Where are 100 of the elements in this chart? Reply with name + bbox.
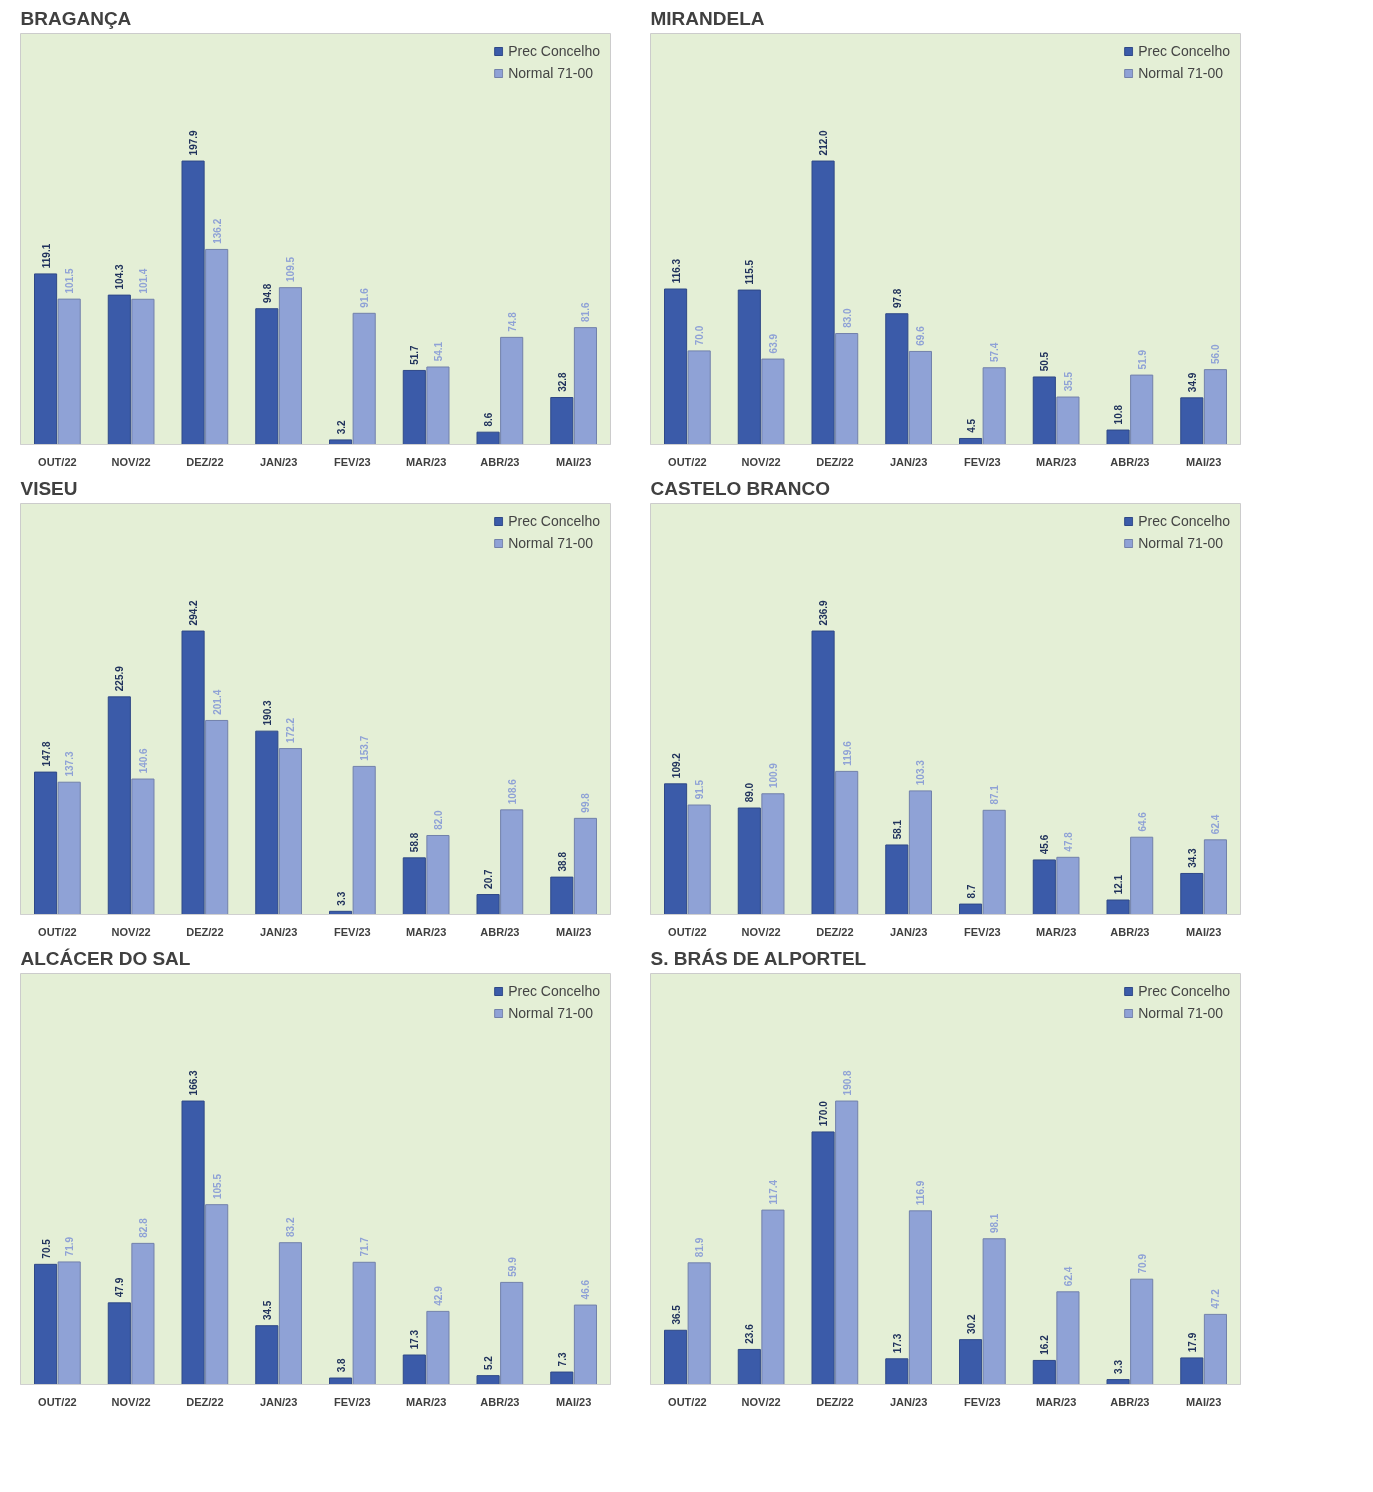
- data-label: 42.9: [432, 1285, 444, 1306]
- data-label: 109.2: [670, 752, 682, 779]
- data-label: 63.9: [767, 333, 779, 354]
- data-label: 98.1: [989, 1213, 1001, 1234]
- x-tick-label: DEZ/22: [186, 925, 224, 938]
- legend-label: Normal 71-00: [508, 1005, 593, 1021]
- data-label: 201.4: [211, 689, 223, 715]
- data-label: 236.9: [818, 599, 830, 626]
- data-label: 140.6: [137, 747, 149, 774]
- x-tick-label: MAI/23: [555, 455, 592, 468]
- data-label: 99.8: [580, 792, 592, 813]
- data-label: 69.6: [915, 325, 927, 346]
- data-label: 81.6: [580, 302, 592, 322]
- data-label: 4.5: [965, 418, 977, 433]
- x-tick-label: MAI/23: [1185, 1395, 1222, 1408]
- data-label: 119.1: [40, 243, 52, 269]
- x-tick-label: JAN/23: [259, 455, 298, 468]
- data-label: 30.2: [965, 1314, 977, 1334]
- data-label: 62.4: [1210, 814, 1222, 835]
- data-label: 51.9: [1136, 349, 1148, 370]
- legend-label: Normal 71-00: [508, 535, 593, 551]
- x-tick-label: FEV/23: [334, 925, 371, 938]
- x-tick-label: MAR/23: [405, 455, 447, 468]
- data-label: 70.0: [694, 325, 706, 346]
- data-label: 100.9: [767, 762, 779, 789]
- data-label: 3.3: [1113, 1359, 1125, 1374]
- x-tick-label: NOV/22: [741, 455, 781, 468]
- x-tick-label: NOV/22: [111, 1395, 151, 1408]
- x-tick-label: ABR/23: [480, 1395, 520, 1408]
- data-label: 103.3: [915, 759, 927, 786]
- data-label: 58.8: [409, 832, 421, 853]
- data-label: 109.5: [285, 256, 297, 282]
- data-label: 136.2: [211, 218, 223, 244]
- data-label: 7.3: [556, 1352, 568, 1367]
- data-label: 34.9: [1186, 372, 1198, 393]
- legend-label: Normal 71-00: [1138, 535, 1223, 551]
- x-tick-label: NOV/22: [111, 455, 151, 468]
- x-tick-label: MAI/23: [1185, 455, 1222, 468]
- x-tick-label: MAR/23: [1035, 925, 1077, 938]
- data-label: 45.6: [1039, 834, 1051, 855]
- x-tick-label: NOV/22: [741, 925, 781, 938]
- x-tick-label: NOV/22: [111, 925, 151, 938]
- x-tick-label: DEZ/22: [186, 455, 224, 468]
- x-tick-label: ABR/23: [1110, 1395, 1150, 1408]
- x-tick-label: FEV/23: [334, 455, 371, 468]
- x-tick-label: JAN/23: [889, 455, 928, 468]
- data-label: 3.2: [335, 419, 347, 435]
- data-label: 89.0: [744, 782, 756, 803]
- x-tick-label: JAN/23: [889, 1395, 928, 1408]
- data-label: 70.5: [40, 1238, 52, 1259]
- legend-label: Prec Concelho: [1138, 983, 1230, 999]
- data-label: 47.2: [1210, 1288, 1222, 1309]
- data-label: 115.5: [744, 259, 756, 285]
- data-label: 108.6: [506, 778, 518, 805]
- data-label: 34.3: [1186, 847, 1198, 868]
- data-label: 147.8: [40, 740, 52, 767]
- data-label: 51.7: [409, 344, 421, 365]
- x-tick-label: DEZ/22: [816, 925, 854, 938]
- data-label: 91.6: [359, 287, 371, 308]
- data-label: 3.8: [335, 1358, 347, 1373]
- data-label: 3.3: [335, 891, 347, 906]
- x-tick-label: ABR/23: [480, 925, 520, 938]
- x-tick-label: ABR/23: [480, 455, 520, 468]
- chart-title: MIRANDELA: [650, 7, 765, 29]
- data-label: 5.2: [483, 1355, 495, 1370]
- data-label: 83.2: [285, 1217, 297, 1238]
- data-label: 32.8: [556, 371, 568, 392]
- x-tick-label: OUT/22: [38, 1395, 77, 1408]
- data-label: 94.8: [261, 283, 273, 304]
- data-label: 91.5: [694, 779, 706, 800]
- chart-title: BRAGANÇA: [20, 7, 132, 29]
- data-label: 82.0: [432, 809, 444, 830]
- data-label: 87.1: [989, 784, 1001, 805]
- legend-label: Prec Concelho: [1138, 513, 1230, 529]
- data-label: 82.8: [137, 1217, 149, 1238]
- x-tick-label: FEV/23: [964, 455, 1001, 468]
- x-tick-label: MAI/23: [555, 925, 592, 938]
- data-label: 101.5: [64, 267, 76, 294]
- data-label: 23.6: [744, 1323, 756, 1344]
- chart-title: VISEU: [20, 477, 78, 499]
- data-label: 197.9: [188, 129, 200, 156]
- data-label: 137.3: [64, 751, 76, 777]
- data-label: 56.0: [1210, 344, 1222, 364]
- x-tick-label: OUT/22: [38, 455, 77, 468]
- data-label: 50.5: [1039, 351, 1051, 372]
- data-label: 47.8: [1062, 831, 1074, 852]
- data-label: 64.6: [1136, 811, 1148, 832]
- data-label: 101.4: [137, 268, 149, 294]
- x-tick-label: JAN/23: [259, 1395, 298, 1408]
- data-label: 153.7: [359, 735, 371, 761]
- x-tick-label: DEZ/22: [816, 455, 854, 468]
- data-label: 58.1: [891, 819, 903, 840]
- data-label: 119.6: [841, 740, 853, 766]
- data-label: 8.6: [483, 412, 495, 427]
- data-label: 71.9: [64, 1236, 76, 1257]
- data-label: 12.1: [1113, 874, 1125, 895]
- x-tick-label: JAN/23: [259, 925, 298, 938]
- x-tick-label: ABR/23: [1110, 925, 1150, 938]
- data-label: 190.8: [841, 1069, 853, 1096]
- data-label: 212.0: [818, 129, 830, 156]
